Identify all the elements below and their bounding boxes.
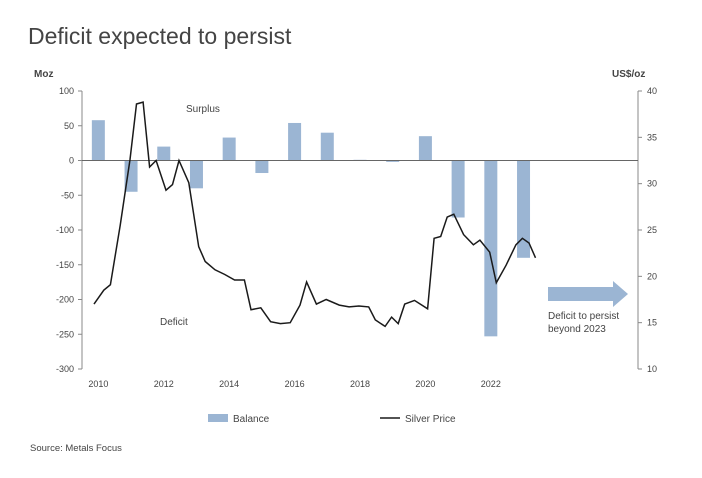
left-tick-label: -150 [56,260,74,270]
x-tick-label: 2018 [350,379,370,389]
left-tick-label: 100 [59,86,74,96]
right-tick-label: 40 [647,86,657,96]
right-tick-label: 30 [647,179,657,189]
balance-bar-2019 [386,160,400,162]
right-tick-label: 35 [647,132,657,142]
right-tick-label: 20 [647,271,657,281]
source-note: Source: Metals Focus [30,443,122,454]
balance-bar-2016 [288,122,302,161]
balance-bar-2023 [517,160,531,258]
balance-bar-2012 [157,146,171,161]
left-tick-label: -200 [56,295,74,305]
balance-bar-2022 [484,160,498,337]
right-tick-label: 10 [647,364,657,374]
x-tick-label: 2010 [88,379,108,389]
balance-bar-2020 [418,136,432,161]
silver-price-line [93,101,537,328]
left-tick-label: 0 [69,156,74,166]
balance-bar-2017 [320,132,334,161]
persist-arrow [548,281,628,307]
left-tick-label: -250 [56,329,74,339]
surplus-label: Surplus [186,104,220,115]
legend-price-label: Silver Price [405,414,456,425]
balance-bar-2011 [124,160,138,192]
left-axis-label: Moz [34,69,53,80]
x-tick-label: 2012 [154,379,174,389]
x-tick-label: 2022 [481,379,501,389]
arrow-text-1: Deficit to persist [548,311,619,322]
left-tick-label: -100 [56,225,74,235]
deficit-label: Deficit [160,317,188,328]
chart-title: Deficit expected to persist [28,23,292,49]
x-tick-label: 2020 [415,379,435,389]
right-axis-label: US$/oz [612,69,645,80]
left-tick-label: 50 [64,121,74,131]
left-tick-label: -300 [56,364,74,374]
balance-bar-2014 [222,137,236,161]
arrow-text-2: beyond 2023 [548,324,606,335]
x-tick-label: 2016 [285,379,305,389]
right-tick-label: 25 [647,225,657,235]
legend-balance-swatch [208,414,228,422]
balance-bar-2015 [255,160,269,174]
balance-bar-2010 [91,120,105,161]
left-tick-label: -50 [61,190,74,200]
legend-balance-label: Balance [233,414,270,425]
balance-bar-2013 [189,160,203,189]
right-tick-label: 15 [647,318,657,328]
x-tick-label: 2014 [219,379,239,389]
balance-bar-2021 [451,160,465,218]
